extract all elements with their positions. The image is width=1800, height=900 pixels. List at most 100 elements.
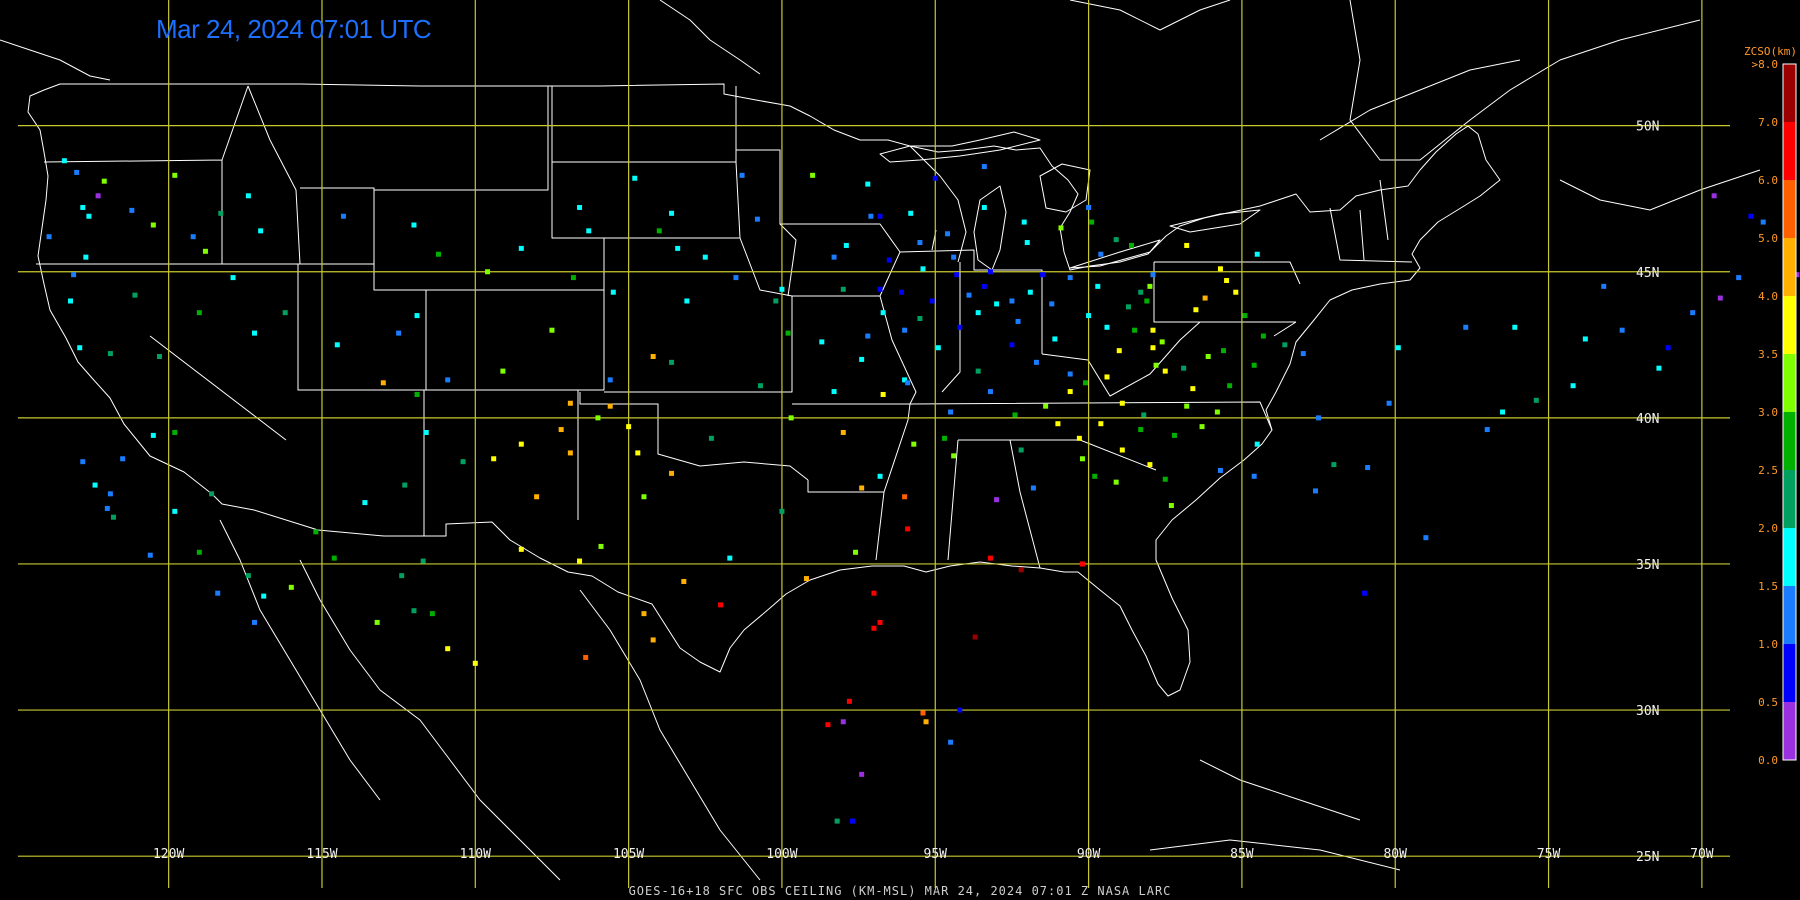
station-obs [739, 172, 745, 178]
station-obs [757, 383, 763, 389]
station-obs [1055, 421, 1061, 427]
station-obs [518, 245, 524, 251]
station-obs [1251, 473, 1257, 479]
station-obs [994, 301, 1000, 307]
station-obs [245, 193, 251, 199]
station-obs [429, 611, 435, 617]
station-obs [1181, 365, 1187, 371]
station-obs [1144, 298, 1150, 304]
station-obs [868, 213, 874, 219]
station-obs [1162, 368, 1168, 374]
station-obs [261, 593, 267, 599]
station-obs [1027, 289, 1033, 295]
station-obs [1500, 409, 1506, 415]
station-obs [865, 333, 871, 339]
station-obs [586, 228, 592, 234]
colorbar-tick-label: 4.0 [1758, 290, 1778, 303]
station-obs [107, 491, 113, 497]
colorbar-swatch [1783, 528, 1796, 587]
station-obs [1079, 561, 1085, 567]
colorbar-swatch [1783, 354, 1796, 413]
station-obs [150, 432, 156, 438]
station-obs [172, 172, 178, 178]
station-obs [80, 204, 86, 210]
station-obs [107, 351, 113, 357]
station-obs [1316, 415, 1322, 421]
station-obs [1067, 275, 1073, 281]
station-obs [598, 543, 604, 549]
station-obs [1331, 462, 1337, 468]
station-obs [1533, 397, 1539, 403]
station-obs [981, 164, 987, 170]
station-obs [859, 485, 865, 491]
station-obs [773, 298, 779, 304]
station-obs [95, 193, 101, 199]
station-obs [1227, 383, 1233, 389]
colorbar-tick-label: 3.0 [1758, 406, 1778, 419]
station-obs [1168, 503, 1174, 509]
colorbar-tick-label: 1.5 [1758, 580, 1778, 593]
colorbar-tick-label: 5.0 [1758, 232, 1778, 245]
station-obs [1009, 298, 1015, 304]
station-obs [840, 286, 846, 292]
station-obs [1076, 435, 1082, 441]
station-obs [1202, 295, 1208, 301]
station-obs [641, 494, 647, 500]
station-obs [196, 549, 202, 555]
station-obs [445, 646, 451, 652]
station-obs [362, 500, 368, 506]
station-obs [313, 529, 319, 535]
station-obs [840, 429, 846, 435]
grid-labels: 120W 115W 110W 105W 100W 95W 90W 85W 80W 75W 70W 50… [153, 120, 1714, 866]
us-outline [27, 83, 1501, 697]
station-obs [518, 441, 524, 447]
station-obs [819, 339, 825, 345]
station-obs [1030, 485, 1036, 491]
station-obs [684, 298, 690, 304]
station-obs [1150, 327, 1156, 333]
station-obs [436, 251, 442, 257]
station-obs [1132, 327, 1138, 333]
station-obs [1221, 348, 1227, 354]
station-obs [607, 403, 613, 409]
station-obs [420, 558, 426, 564]
station-obs [1079, 456, 1085, 462]
station-obs [632, 175, 638, 181]
great-lakes [879, 131, 1261, 271]
station-obs [650, 637, 656, 643]
station-obs [1098, 251, 1104, 257]
station-obs [1760, 219, 1766, 225]
station-obs [1260, 333, 1266, 339]
colorbar-tick-label: 0.0 [1758, 754, 1778, 767]
station-obs [595, 415, 601, 421]
station-obs [46, 234, 52, 240]
station-obs [871, 625, 877, 631]
station-obs [104, 505, 110, 511]
station-obs [1153, 362, 1159, 368]
station-obs [945, 231, 951, 237]
station-obs [1205, 353, 1211, 359]
station-obs [1463, 324, 1469, 330]
station-obs [902, 377, 908, 383]
station-obs [871, 590, 877, 596]
station-obs [150, 222, 156, 228]
station-obs [1190, 386, 1196, 392]
station-obs [258, 228, 264, 234]
station-obs [1313, 488, 1319, 494]
station-obs [981, 204, 987, 210]
station-obs [859, 771, 865, 777]
colorbar-swatch [1783, 412, 1796, 471]
station-obs [80, 459, 86, 465]
station-obs [972, 634, 978, 640]
lon-label-4: 100W [766, 847, 797, 862]
lat-label-1: 45N [1636, 266, 1659, 281]
station-obs [1086, 204, 1092, 210]
station-obs [641, 611, 647, 617]
station-obs [635, 450, 641, 456]
station-obs [1058, 225, 1064, 231]
station-obs [880, 310, 886, 316]
lon-label-1: 115W [306, 847, 337, 862]
ceiling-colorbar: ZCSO(km)>8.0 7.0 6.0 5.0 4.0 3.5 3.0 2.5 2.0 1.5 1… [1744, 45, 1797, 767]
colorbar-top-label: >8.0 [1752, 58, 1779, 71]
station-obs [1362, 590, 1368, 596]
